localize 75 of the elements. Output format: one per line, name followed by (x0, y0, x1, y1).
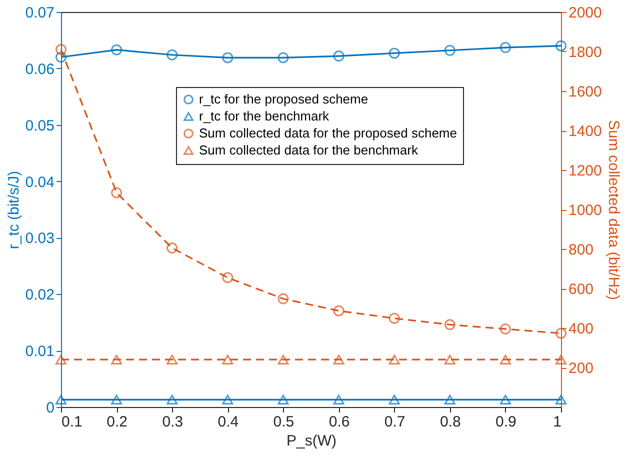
point (56, 394, 66, 405)
point (278, 293, 289, 304)
x-tick-label: 0.3 (162, 414, 184, 430)
point (333, 394, 344, 405)
point (222, 354, 234, 364)
y-tick-label: 0 (46, 400, 54, 416)
x-tick-label: 0.7 (384, 414, 406, 430)
legend-label: Sum collected data for the benchmark (199, 142, 418, 158)
point (166, 394, 178, 405)
point (556, 40, 566, 52)
point (444, 44, 456, 56)
point (333, 50, 344, 62)
x-tick-label: 0.5 (273, 414, 294, 430)
y-tick-label: 0.06 (25, 60, 54, 78)
legend-label: r_tc for the proposed scheme (199, 92, 368, 106)
point (500, 394, 511, 405)
point (388, 312, 400, 324)
point (556, 354, 566, 364)
point (388, 48, 400, 59)
point (444, 394, 456, 405)
point (111, 354, 122, 364)
y-axis-title: r_tc (bit/s/J) (5, 170, 22, 250)
y2-tick-label: 2000 (568, 4, 602, 22)
y2-tick-label: 600 (568, 281, 594, 298)
y2-tick-label: 800 (568, 242, 594, 258)
x-tick-label: 0.2 (106, 414, 128, 430)
point (500, 42, 511, 54)
y-tick-label: 0.07 (25, 4, 54, 22)
y2-tick-label: 400 (568, 320, 594, 338)
legend-label: r_tc for the benchmark (199, 108, 330, 124)
x-tick-label: 0.4 (218, 414, 239, 430)
x-axis-title: P_s(W) (286, 432, 336, 450)
point (500, 354, 511, 364)
y-tick-label: 0.05 (25, 117, 54, 134)
point (111, 44, 122, 56)
point (111, 187, 122, 198)
y2-axis-title: Sum collected data (bit/Hz) (604, 120, 622, 300)
point (56, 52, 66, 63)
point (222, 394, 234, 405)
legend-label: Sum collected data for the proposed scheme (199, 126, 457, 140)
point (556, 394, 566, 405)
point (388, 394, 400, 405)
y2-tick-label: 1000 (568, 202, 602, 219)
point (166, 49, 178, 60)
point (222, 272, 234, 284)
point (333, 305, 344, 316)
y-tick-label: 0.03 (25, 230, 54, 248)
point (556, 328, 566, 339)
y2-tick-label: 1800 (568, 44, 602, 61)
point (166, 242, 178, 254)
point (444, 319, 456, 330)
y2-tick-label: 1600 (568, 84, 602, 100)
y-tick-label: 0.02 (25, 286, 54, 304)
y-tick-label: 0.01 (25, 343, 54, 360)
point (222, 52, 234, 64)
point (111, 394, 122, 405)
point (278, 52, 289, 64)
point (166, 354, 178, 364)
x-tick-label: 0.9 (496, 414, 516, 430)
x-tick-label: 1 (553, 414, 562, 430)
y2-tick-label: 200 (568, 360, 594, 377)
point (56, 44, 66, 56)
point (500, 324, 511, 334)
point (278, 354, 289, 364)
y-tick-label: 0.04 (25, 174, 54, 191)
x-tick-label: 0.6 (328, 414, 350, 430)
point (56, 354, 66, 364)
point (278, 394, 289, 405)
y2-tick-label: 1200 (568, 162, 602, 180)
point (444, 354, 456, 364)
x-tick-label: 0.8 (440, 414, 461, 430)
point (388, 354, 400, 364)
y2-tick-label: 1400 (568, 123, 602, 140)
x-tick-label: 0.1 (62, 414, 82, 430)
point (333, 354, 344, 364)
